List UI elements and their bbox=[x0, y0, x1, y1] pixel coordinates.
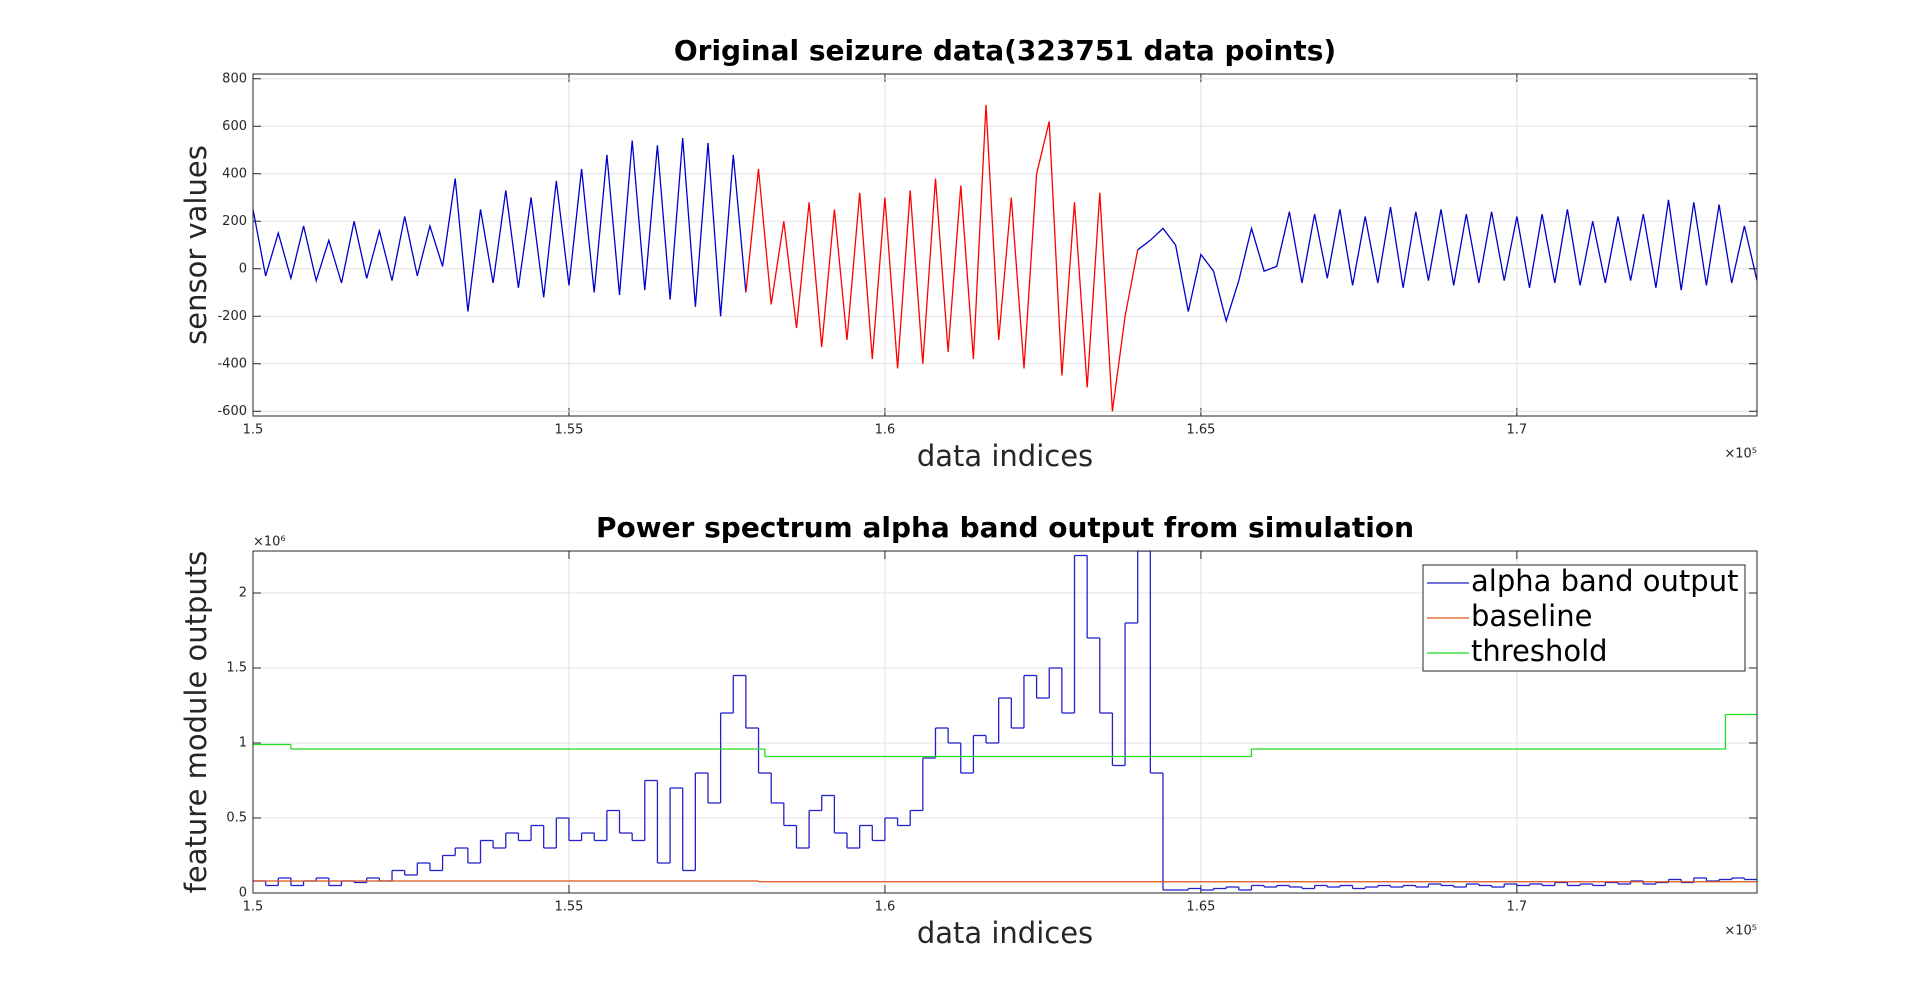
y-tick-label: 2 bbox=[239, 586, 247, 601]
y-tick-label: -600 bbox=[217, 404, 247, 419]
plot-area bbox=[253, 551, 1757, 891]
x-tick-label: 1.65 bbox=[1186, 900, 1215, 915]
y-tick-label: 0.5 bbox=[226, 811, 247, 826]
x-exponent: ×10⁵ bbox=[1724, 447, 1757, 462]
x-axis-label: data indices bbox=[917, 916, 1093, 950]
legend-label: baseline bbox=[1471, 599, 1592, 633]
legend-label: alpha band output bbox=[1471, 564, 1738, 598]
x-tick-label: 1.65 bbox=[1186, 423, 1215, 438]
step-riser bbox=[264, 551, 1746, 890]
legend-label: threshold bbox=[1471, 634, 1608, 668]
y-tick-label: 0 bbox=[239, 261, 247, 276]
x-tick-label: 1.5 bbox=[243, 423, 264, 438]
series-line bbox=[253, 138, 1757, 324]
axes-bg bbox=[253, 74, 1757, 416]
x-tick-label: 1.55 bbox=[554, 423, 583, 438]
y-tick-label: -400 bbox=[217, 356, 247, 371]
x-tick-label: 1.6 bbox=[875, 900, 896, 915]
chart-title: Original seizure data(323751 data points… bbox=[674, 34, 1336, 67]
y-exponent: ×10⁶ bbox=[253, 535, 286, 550]
y-tick-label: 1.5 bbox=[226, 661, 247, 676]
y-tick-label: 200 bbox=[222, 214, 247, 229]
x-tick-label: 1.5 bbox=[243, 900, 264, 915]
y-axis-label: sensor values bbox=[179, 145, 213, 345]
y-tick-label: -200 bbox=[217, 309, 247, 324]
y-tick-label: 600 bbox=[222, 119, 247, 134]
chart-title: Power spectrum alpha band output from si… bbox=[596, 511, 1414, 544]
series-line bbox=[745, 104, 1139, 412]
x-tick-label: 1.7 bbox=[1507, 423, 1528, 438]
y-tick-label: 400 bbox=[222, 166, 247, 181]
x-exponent: ×10⁵ bbox=[1724, 924, 1757, 939]
x-axis-label: data indices bbox=[917, 439, 1093, 473]
axes-box bbox=[252, 550, 1758, 894]
legend-box bbox=[1422, 564, 1746, 672]
y-tick-label: 1 bbox=[239, 736, 247, 751]
axes-box bbox=[252, 73, 1758, 417]
x-tick-label: 1.55 bbox=[554, 900, 583, 915]
x-tick-label: 1.7 bbox=[1507, 900, 1528, 915]
step-riser bbox=[290, 714, 1727, 757]
y-tick-label: 0 bbox=[239, 886, 247, 901]
y-tick-label: 800 bbox=[222, 71, 247, 86]
y-axis-label: feature module outputs bbox=[179, 551, 213, 894]
plot-area bbox=[253, 104, 1757, 412]
x-tick-label: 1.6 bbox=[875, 423, 896, 438]
